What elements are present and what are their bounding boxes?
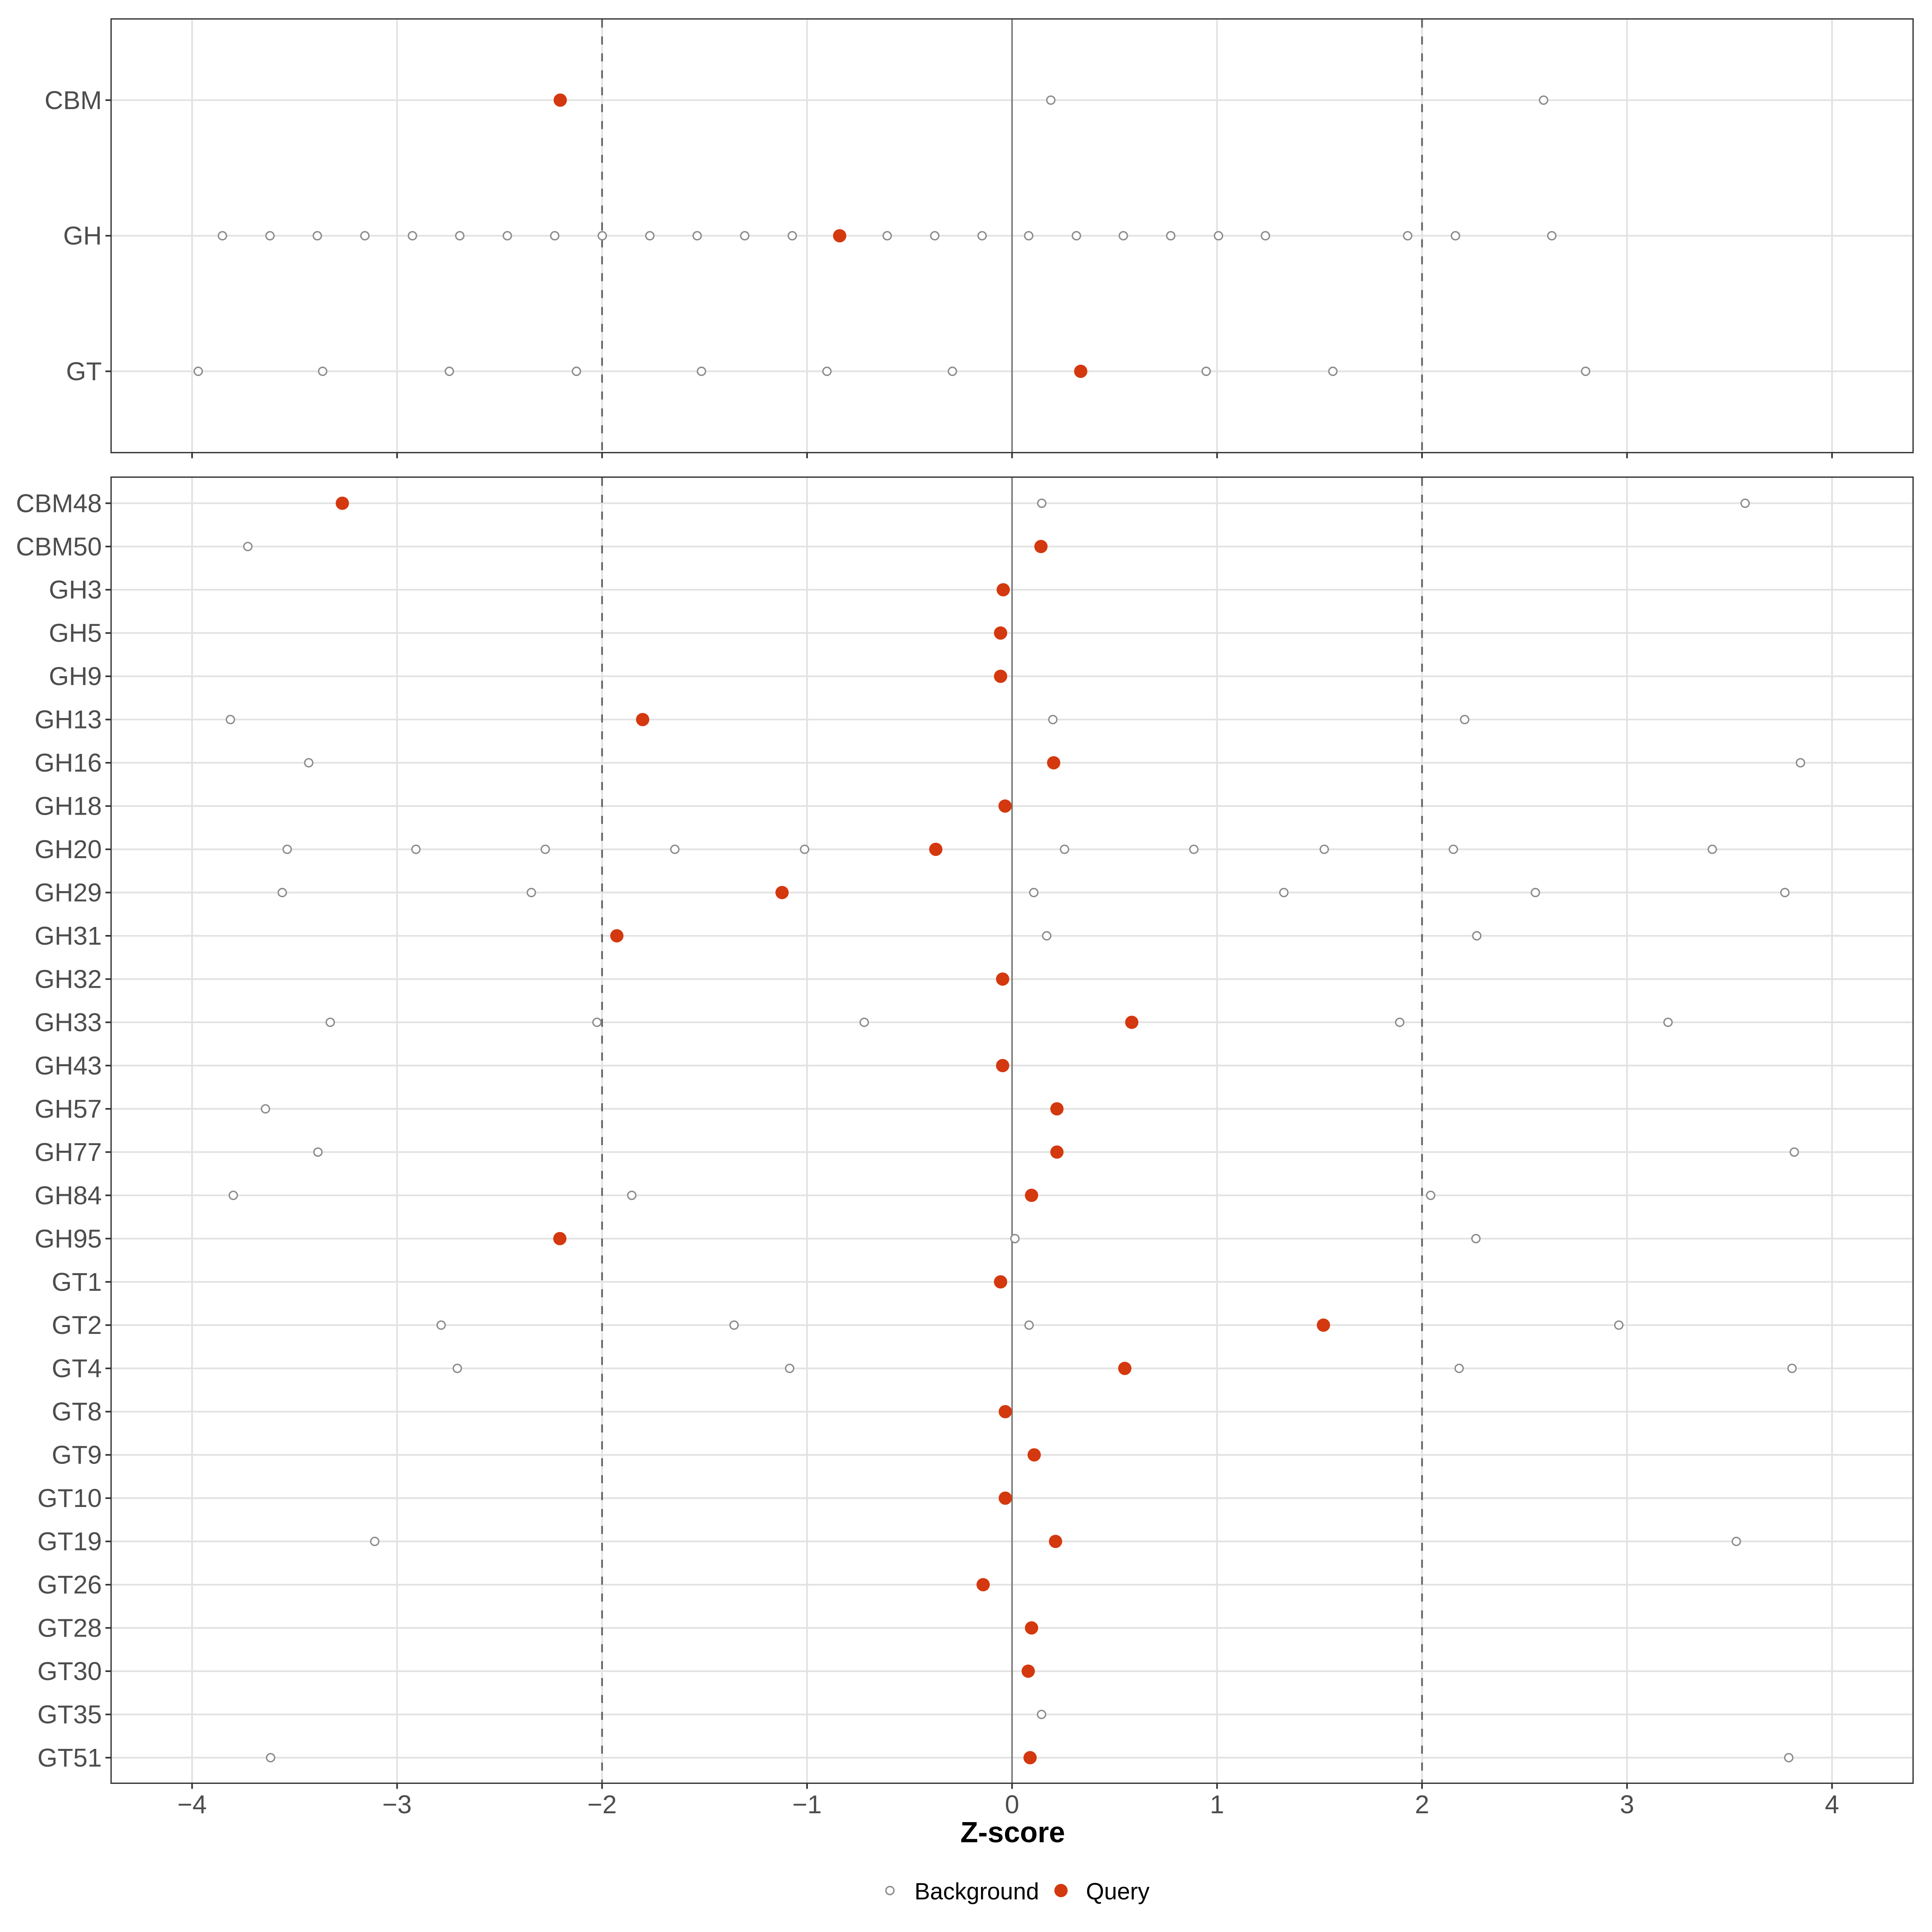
svg-text:−1: −1 <box>793 1790 822 1819</box>
svg-text:GH20: GH20 <box>35 835 102 864</box>
svg-text:−3: −3 <box>382 1790 412 1819</box>
svg-text:CBM: CBM <box>45 86 102 115</box>
svg-text:GT19: GT19 <box>37 1527 102 1556</box>
svg-text:Query: Query <box>1086 1878 1150 1905</box>
svg-text:GH: GH <box>63 221 102 250</box>
svg-text:Background: Background <box>914 1878 1039 1905</box>
svg-text:4: 4 <box>1825 1790 1839 1819</box>
svg-text:GT35: GT35 <box>37 1700 102 1729</box>
svg-text:GT10: GT10 <box>37 1484 102 1513</box>
svg-text:−4: −4 <box>178 1790 207 1819</box>
svg-text:GT26: GT26 <box>37 1570 102 1599</box>
svg-text:GH31: GH31 <box>35 921 102 950</box>
svg-text:GH32: GH32 <box>35 965 102 994</box>
svg-text:GH84: GH84 <box>35 1181 102 1210</box>
svg-text:Z-score: Z-score <box>960 1816 1065 1849</box>
svg-text:GH33: GH33 <box>35 1008 102 1037</box>
svg-text:0: 0 <box>1005 1790 1020 1819</box>
svg-text:GH3: GH3 <box>49 575 102 604</box>
svg-text:GH77: GH77 <box>35 1137 102 1166</box>
svg-text:GT51: GT51 <box>37 1743 102 1772</box>
svg-text:GH16: GH16 <box>35 748 102 777</box>
svg-text:−2: −2 <box>587 1790 617 1819</box>
svg-text:GH9: GH9 <box>49 662 102 691</box>
svg-text:GT9: GT9 <box>52 1441 102 1470</box>
svg-text:GT28: GT28 <box>37 1614 102 1643</box>
svg-text:GH29: GH29 <box>35 878 102 907</box>
svg-text:GH57: GH57 <box>35 1094 102 1123</box>
svg-text:GH13: GH13 <box>35 705 102 734</box>
svg-text:GH43: GH43 <box>35 1051 102 1080</box>
svg-text:GT4: GT4 <box>52 1354 102 1383</box>
svg-text:GH5: GH5 <box>49 619 102 648</box>
svg-text:CBM48: CBM48 <box>16 489 102 518</box>
svg-text:GT30: GT30 <box>37 1657 102 1686</box>
svg-text:GT1: GT1 <box>52 1267 102 1296</box>
svg-text:GT8: GT8 <box>52 1397 102 1426</box>
svg-text:GT: GT <box>66 357 102 386</box>
svg-text:1: 1 <box>1210 1790 1224 1819</box>
svg-text:CBM50: CBM50 <box>16 532 102 561</box>
svg-text:GH18: GH18 <box>35 792 102 821</box>
svg-text:GT2: GT2 <box>52 1311 102 1340</box>
svg-text:GH95: GH95 <box>35 1224 102 1253</box>
svg-text:3: 3 <box>1620 1790 1635 1819</box>
svg-text:2: 2 <box>1415 1790 1429 1819</box>
